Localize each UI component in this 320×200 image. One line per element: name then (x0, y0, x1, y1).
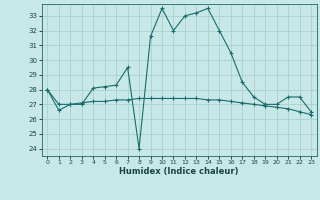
X-axis label: Humidex (Indice chaleur): Humidex (Indice chaleur) (119, 167, 239, 176)
